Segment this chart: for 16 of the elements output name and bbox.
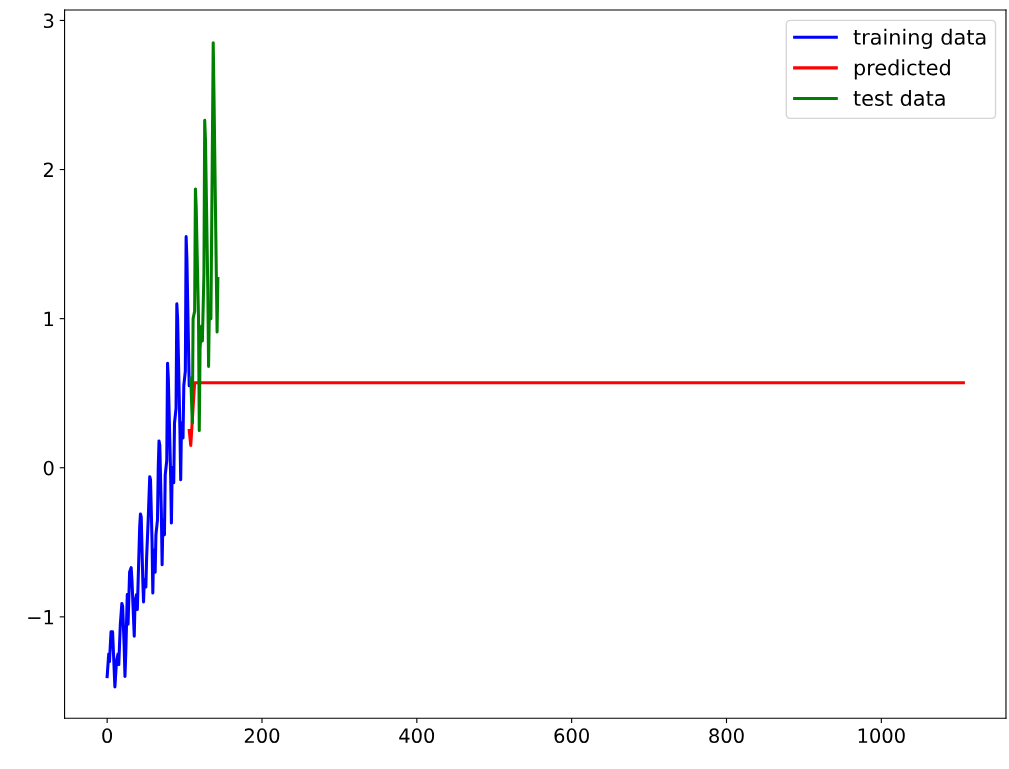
legend-label: training data (853, 28, 986, 49)
y-tick-label: 0 (43, 460, 54, 476)
y-tick-label: −1 (28, 610, 54, 625)
x-tick-label: 200 (244, 728, 280, 744)
legend-label: predicted (854, 59, 950, 80)
line-series (105, 235, 193, 689)
x-tick-label: 800 (709, 728, 744, 744)
x-tick-label: 0 (102, 728, 113, 744)
y-tick-label: 3 (43, 13, 54, 29)
y-tick-label: 2 (43, 162, 53, 177)
legend-label: test data (853, 89, 945, 107)
y-tick-label: 1 (44, 311, 54, 327)
line-series (189, 41, 220, 432)
x-tick-label: 400 (399, 728, 435, 744)
x-tick-label: 1000 (858, 728, 905, 744)
x-tick-label: 600 (554, 728, 589, 744)
